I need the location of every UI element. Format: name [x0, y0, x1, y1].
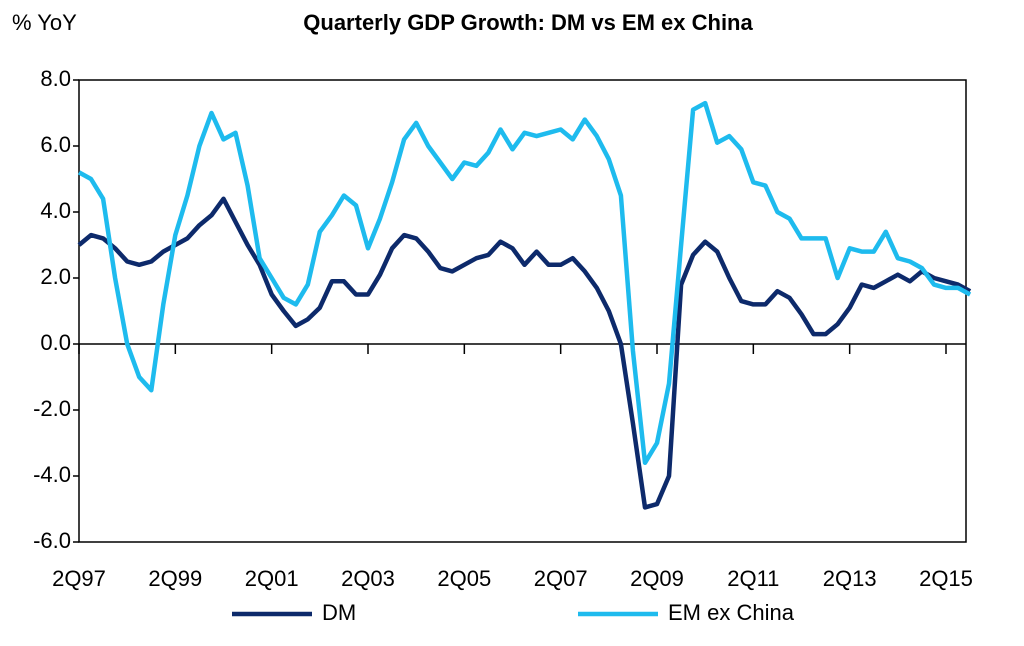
- x-tick-label: 2Q05: [437, 566, 491, 591]
- x-tick-label: 2Q97: [52, 566, 106, 591]
- x-tick-label: 2Q03: [341, 566, 395, 591]
- y-tick-label: 2.0: [40, 264, 71, 289]
- line-series: [77, 196, 972, 510]
- legend-label: DM: [322, 600, 356, 625]
- x-tick-label: 2Q11: [727, 566, 779, 591]
- y-tick-label: 0.0: [40, 330, 71, 355]
- x-tick-label: 2Q15: [919, 566, 973, 591]
- x-tick-label: 2Q01: [245, 566, 299, 591]
- plot-frame: [78, 79, 967, 543]
- y-tick-label: 6.0: [40, 132, 71, 157]
- y-tick-label: -6.0: [33, 528, 71, 553]
- x-tick-label: 2Q13: [823, 566, 877, 591]
- x-tick-label: 2Q99: [148, 566, 202, 591]
- legend-label: EM ex China: [668, 600, 795, 625]
- y-tick-label: -4.0: [33, 462, 71, 487]
- y-tick-label: -2.0: [33, 396, 71, 421]
- x-tick-label: 2Q09: [630, 566, 684, 591]
- line-series: [77, 100, 972, 466]
- x-tick-label: 2Q07: [534, 566, 588, 591]
- y-tick-label: 8.0: [40, 66, 71, 91]
- chart-title: Quarterly GDP Growth: DM vs EM ex China: [303, 10, 753, 35]
- y-tick-label: 4.0: [40, 198, 71, 223]
- y-axis-label: % YoY: [12, 10, 77, 35]
